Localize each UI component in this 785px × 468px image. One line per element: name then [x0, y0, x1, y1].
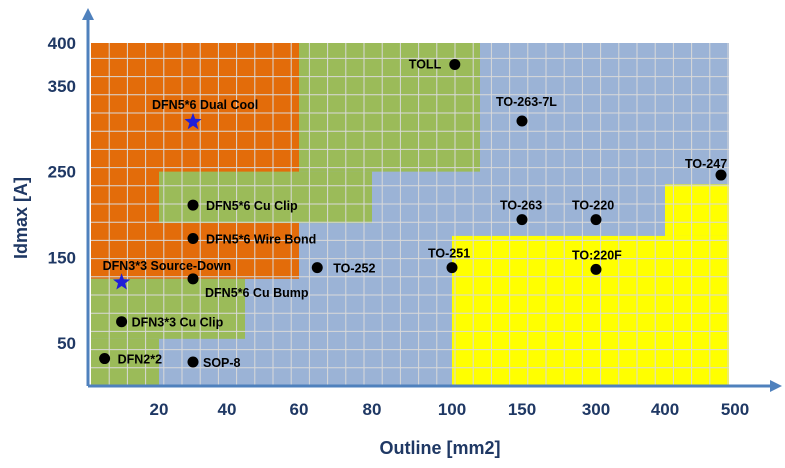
zone-6 [452, 235, 729, 386]
x-tick-label: 80 [363, 400, 382, 419]
x-tick-label: 100 [438, 400, 466, 419]
grid-layer [91, 43, 729, 386]
y-tick-label: 350 [48, 77, 76, 96]
point-marker [446, 262, 458, 274]
x-tick-label: 40 [218, 400, 237, 419]
point-label: TO-247 [685, 157, 727, 171]
point-label: TO-263-7L [496, 95, 557, 109]
x-tick-label: 20 [150, 400, 169, 419]
star-marker-icon [184, 112, 202, 130]
point-label: TO-252 [333, 262, 375, 276]
x-axis-title: Outline [mm2] [379, 438, 500, 458]
y-axis-title: Idmax [A] [11, 177, 31, 259]
point-label: DFN5*6 Cu Bump [205, 286, 309, 300]
point-marker [187, 199, 199, 211]
y-tick-label: 400 [48, 34, 76, 53]
point-marker [590, 214, 602, 226]
point-label: TOLL [409, 57, 442, 71]
point-marker [449, 58, 461, 70]
point-marker [187, 233, 199, 245]
x-tick-label: 60 [290, 400, 309, 419]
x-tick-label: 400 [651, 400, 679, 419]
y-tick-labels: 50 150 250 350 400 [48, 34, 76, 353]
point-label: SOP-8 [203, 356, 241, 370]
point-label: DFN5*6 Cu Clip [206, 199, 298, 213]
point-marker [590, 263, 602, 275]
points-layer: TOLL TO-263-7L TO-247 TO-263 TO-220 TO-251 TO:… [99, 57, 727, 370]
point-label: DFN3*3 Source-Down [103, 259, 232, 273]
point-marker [311, 262, 323, 274]
point-label: TO:220F [572, 248, 622, 262]
y-tick-label: 250 [48, 163, 76, 182]
point-label: TO-263 [500, 199, 542, 213]
x-axis-arrow-icon [770, 380, 782, 392]
point-label: TO-220 [572, 199, 614, 213]
zones-layer [91, 43, 729, 386]
y-axis-arrow-icon [82, 8, 94, 20]
point-label: DFN5*6 Dual Cool [152, 98, 258, 112]
point-label: DFN2*2 [118, 353, 163, 367]
point-label: DFN3*3 Cu Clip [132, 316, 224, 330]
point-marker [187, 356, 199, 368]
point-marker [516, 214, 528, 226]
point-marker [99, 353, 111, 365]
point-label: DFN5*6 Wire Bond [206, 233, 316, 247]
zone-7 [665, 184, 729, 236]
x-tick-labels: 20 40 60 80 100 150 300 400 500 [150, 400, 750, 419]
star-marker-icon [113, 273, 131, 290]
x-tick-label: 300 [582, 400, 610, 419]
axes-layer [82, 8, 782, 392]
point-marker [715, 169, 727, 181]
point-label: TO-251 [428, 247, 470, 261]
point-marker [116, 316, 128, 328]
x-tick-label: 500 [721, 400, 749, 419]
y-tick-label: 50 [57, 334, 76, 353]
zone-3 [159, 171, 372, 224]
x-tick-label: 150 [508, 400, 536, 419]
point-marker [187, 273, 199, 285]
point-marker [516, 115, 528, 127]
y-tick-label: 150 [48, 248, 76, 267]
